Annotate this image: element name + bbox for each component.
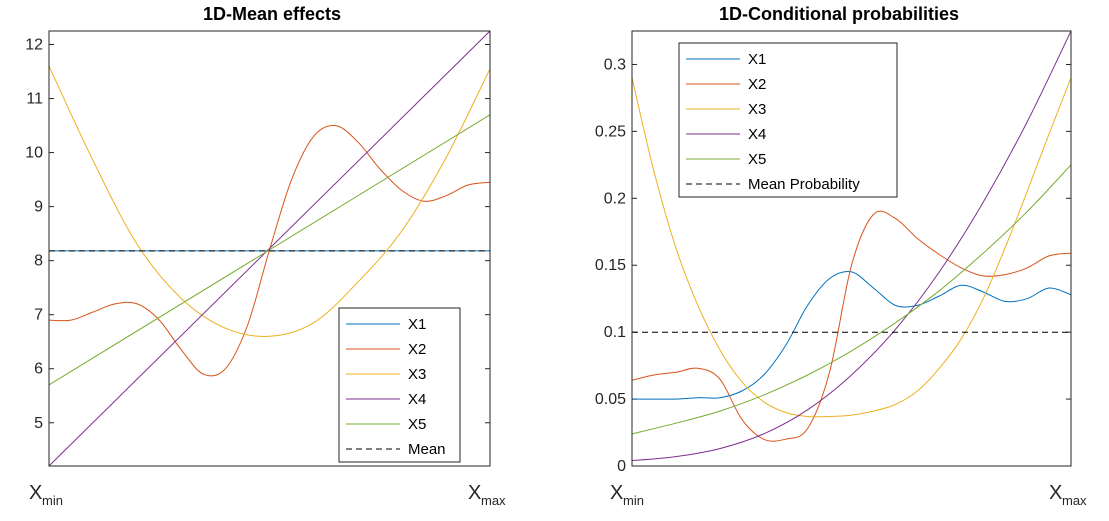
conditional-probabilities-series xyxy=(632,31,1071,462)
conditional-probabilities-axes-box xyxy=(631,30,1072,467)
y-tick-label: 10 xyxy=(25,145,43,162)
y-tick-label: 0.1 xyxy=(604,324,626,341)
y-tick-label: 0.05 xyxy=(595,391,626,408)
series-line-x4 xyxy=(49,31,490,466)
x-min-subscript: min xyxy=(623,493,644,508)
series-line-x3 xyxy=(49,65,490,337)
conditional-probabilities-legend-box xyxy=(678,42,898,198)
series-line-x4 xyxy=(632,31,1071,462)
legend-label: X2 xyxy=(748,76,766,93)
mean-effects-x-min-label: X min xyxy=(29,482,63,508)
mean-effects-y-axis: 5 6 7 8 9 10 11 12 xyxy=(25,37,490,432)
legend-label: X3 xyxy=(408,366,426,383)
conditional-probabilities-legend: X1 X2 X3 X4 X5 Mean Probability xyxy=(678,42,898,198)
y-tick-label: 7 xyxy=(34,307,43,324)
x-max-letter: X xyxy=(1049,482,1062,504)
series-line-x5 xyxy=(632,164,1071,435)
legend-label: X5 xyxy=(748,151,766,168)
y-tick-label: 0.25 xyxy=(595,123,626,140)
mean-effects-legend-box xyxy=(338,307,461,463)
conditional-probabilities-panel: 1D-Conditional probabilities 0 0.05 0.1 0.1… xyxy=(595,4,1087,508)
conditional-probabilities-x-min-label: X min xyxy=(610,482,644,508)
y-tick-label: 0 xyxy=(617,458,626,475)
y-tick-label: 11 xyxy=(26,91,43,108)
conditional-probabilities-x-max-label: X max xyxy=(1049,482,1087,508)
mean-effects-legend-entries: X1 X2 X3 X4 X5 Mean xyxy=(346,316,446,458)
legend-label: X4 xyxy=(408,391,426,408)
conditional-probabilities-y-axis: 0 0.05 0.1 0.15 0.2 0.25 0.3 xyxy=(595,56,1071,475)
y-tick-label: 5 xyxy=(34,415,43,432)
x-max-subscript: max xyxy=(481,493,506,508)
x-min-subscript: min xyxy=(42,493,63,508)
legend-label: X1 xyxy=(408,316,426,333)
legend-label: X3 xyxy=(748,101,766,118)
conditional-probabilities-title: 1D-Conditional probabilities xyxy=(719,4,959,24)
y-tick-label: 8 xyxy=(34,253,43,270)
series-line-x3 xyxy=(632,77,1071,418)
y-tick-label: 6 xyxy=(34,361,43,378)
y-tick-label: 0.3 xyxy=(604,56,626,73)
y-tick-label: 0.15 xyxy=(595,257,626,274)
mean-effects-x-max-label: X max xyxy=(468,482,506,508)
conditional-probabilities-legend-entries: X1 X2 X3 X4 X5 Mean Probability xyxy=(686,51,860,193)
y-tick-label: 0.2 xyxy=(604,190,626,207)
series-line-x1 xyxy=(632,271,1071,400)
x-max-letter: X xyxy=(468,482,481,504)
x-min-letter: X xyxy=(610,482,623,504)
legend-label: X1 xyxy=(748,51,766,68)
y-tick-label: 9 xyxy=(34,199,43,216)
x-max-subscript: max xyxy=(1062,493,1087,508)
series-line-x2 xyxy=(632,210,1071,442)
mean-effects-legend: X1 X2 X3 X4 X5 Mean xyxy=(338,307,461,463)
mean-effects-title: 1D-Mean effects xyxy=(203,4,341,24)
legend-label: X5 xyxy=(408,416,426,433)
series-line-x5 xyxy=(49,114,490,386)
legend-label: Mean Probability xyxy=(748,176,860,193)
mean-effects-axes-box xyxy=(48,30,491,467)
legend-label: Mean xyxy=(408,441,446,458)
legend-label: X4 xyxy=(748,126,766,143)
y-tick-label: 12 xyxy=(25,37,43,54)
legend-label: X2 xyxy=(408,341,426,358)
x-min-letter: X xyxy=(29,482,42,504)
mean-effects-series xyxy=(49,31,490,466)
